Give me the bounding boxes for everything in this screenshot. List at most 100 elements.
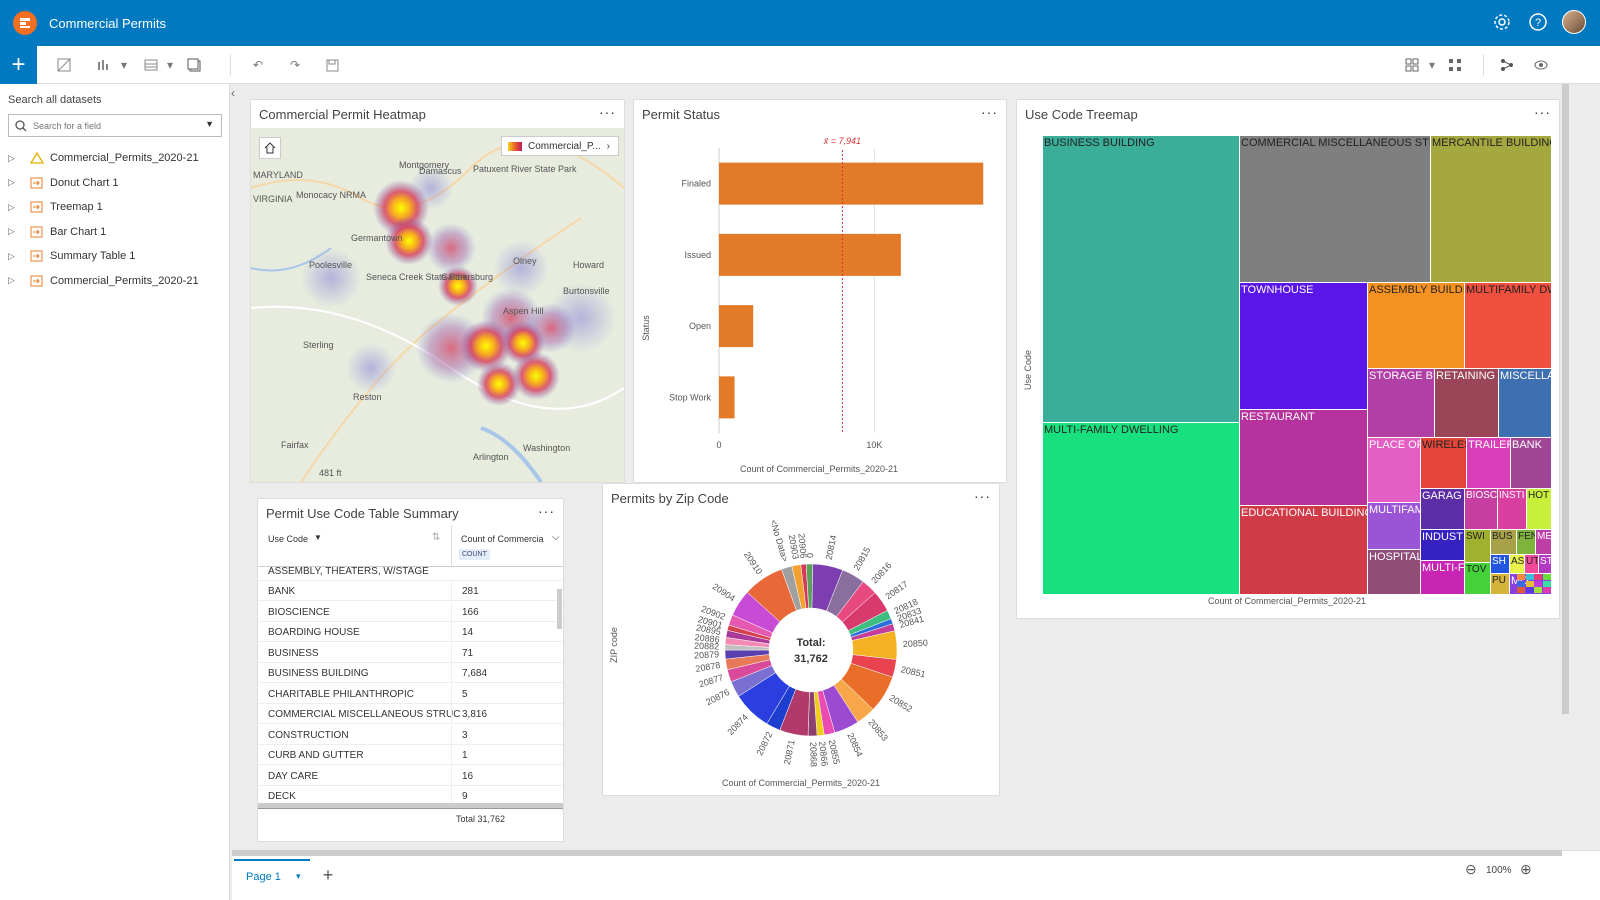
table-row[interactable]: ASSEMBLY, THEATERS, W/STAGE [258,567,563,581]
map-legend[interactable]: Commercial_P... › [501,136,619,156]
table-row[interactable]: BUSINESS 71 [258,642,563,663]
add-page-button[interactable]: + [322,865,334,885]
settings-gear-icon[interactable] [1490,10,1514,34]
chevron-down-icon[interactable]: ⌵ [552,532,560,543]
table-row[interactable]: COMMERCIAL MISCELLANEOUS STRUC 3,816 [258,704,563,724]
heatmap-map[interactable]: Montgomery Damascus Patuxent River State… [251,128,624,482]
treemap-cell[interactable]: COMMERCIAL MISCELLANEOUS STRU [1240,136,1430,282]
page-tab[interactable]: Page 1 ▾ [234,859,310,891]
treemap-small-cell[interactable] [1542,574,1551,580]
zoom-out-icon[interactable]: ⊖ [1465,861,1477,877]
treemap-cell[interactable]: SH [1491,555,1509,573]
treemap-small-cell[interactable] [1534,587,1542,594]
layout-dropdown-icon[interactable]: ▾ [1428,58,1436,72]
table-icon[interactable] [142,56,160,74]
treemap-cell[interactable]: MULTI-F [1421,561,1464,594]
dataset-item[interactable]: ▷ Bar Chart 1 [8,223,106,241]
table-row[interactable]: BANK 281 [258,581,563,601]
expand-icon[interactable]: ▷ [8,226,15,236]
table-row[interactable]: DAY CARE 16 [258,765,563,786]
preview-icon[interactable] [1532,56,1550,74]
dataset-item[interactable]: ▷ Donut Chart 1 [8,174,118,192]
table-row[interactable]: BUSINESS BUILDING 7,684 [258,663,563,683]
field-search-input[interactable] [33,120,193,131]
treemap-cell[interactable]: SWI [1465,530,1490,562]
treemap-small-cell[interactable] [1517,574,1525,580]
sort-down-icon[interactable]: ▼ [314,533,322,542]
treemap-small-cell[interactable] [1517,587,1525,594]
treemap-cell[interactable]: MULTIFAM [1368,503,1420,549]
zip-code-card[interactable]: Permits by Zip Code ··· ZIP code Count o… [602,483,1000,796]
table-hscrollbar[interactable] [258,803,563,808]
map-home-button[interactable] [259,137,281,159]
table-row[interactable]: CHARITABLE PHILANTHROPIC 5 [258,683,563,704]
col-count[interactable]: Count of Commercia [461,534,544,544]
treemap-more-icon[interactable]: ··· [1534,104,1551,120]
treemap-cell[interactable]: HOT [1527,489,1551,529]
grid-icon[interactable] [1446,56,1464,74]
table-row[interactable]: CONSTRUCTION 3 [258,724,563,745]
dataset-item[interactable]: ▷ Commercial_Permits_2020-21 [8,272,199,290]
treemap-cell[interactable]: UT [1525,555,1538,573]
add-button[interactable]: + [0,46,37,84]
treemap-cell[interactable]: BUSINESS BUILDING [1043,136,1239,422]
dataset-item[interactable]: ▷ Treemap 1 [8,198,103,216]
card-stack-icon[interactable] [185,56,203,74]
treemap-cell[interactable]: TOV [1465,563,1490,594]
treemap-cell[interactable]: MISCELLA [1499,369,1551,437]
model-icon[interactable] [1498,56,1516,74]
layout-icon[interactable] [1403,56,1421,74]
chart-icon[interactable] [95,56,113,74]
treemap-small-cell[interactable] [1542,587,1551,594]
treemap-cell[interactable]: AS [1510,555,1524,573]
treemap-cell[interactable]: HOSPITAL [1368,550,1420,594]
treemap-cell[interactable]: MERCANTILE BUILDING [1431,136,1551,282]
bar[interactable] [719,162,984,205]
field-search-box[interactable]: ▼ [8,114,222,137]
bar[interactable] [719,305,754,348]
table-row[interactable]: CURB AND GUTTER 1 [258,745,563,765]
treemap-cell[interactable]: PU [1491,574,1509,594]
undo-icon[interactable]: ↶ [252,58,264,72]
zip-donut-chart[interactable]: ZIP code Count of Commercial_Permits_202… [603,510,999,795]
expand-icon[interactable]: ▷ [8,201,15,212]
treemap-cell[interactable]: INSTI [1498,489,1526,529]
expand-icon[interactable]: ▷ [8,250,15,261]
treemap-small-cell[interactable] [1517,580,1525,587]
save-icon[interactable] [323,56,341,74]
treemap-small-cell[interactable] [1525,574,1534,580]
treemap-cell[interactable]: ST [1539,555,1551,573]
chart-dropdown-icon[interactable]: ▾ [120,58,128,72]
treemap-cell[interactable]: RESTAURANT [1240,410,1367,505]
status-bar-chart[interactable]: Status Count of Commercial_Permits_2020-… [634,128,1006,482]
canvas-hscrollbar[interactable] [232,850,1562,856]
expand-icon[interactable]: ▷ [8,177,15,187]
treemap-cell[interactable]: FEN [1517,530,1535,554]
treemap-cell[interactable]: TOWNHOUSE [1240,283,1367,409]
donut-slice[interactable] [805,563,813,609]
permit-status-card[interactable]: Permit Status ··· Status Count of Commer… [633,99,1007,483]
treemap-small-cell[interactable] [1542,580,1551,587]
table-card[interactable]: Permit Use Code Table Summary ··· Use Co… [257,498,564,842]
treemap-cell[interactable]: ME [1536,530,1551,554]
canvas-vscrollbar[interactable] [1562,84,1569,714]
treemap-cell[interactable]: ASSEMBLY BUILDIN [1368,283,1464,368]
permit-status-more-icon[interactable]: ··· [981,104,998,120]
redo-icon[interactable]: ↷ [289,58,301,72]
collapse-pane-icon[interactable]: ‹ [231,86,235,100]
treemap-cell[interactable]: BANK [1511,438,1551,488]
table-row[interactable]: BOARDING HOUSE 14 [258,622,563,642]
dataset-item[interactable]: ▷ Summary Table 1 [8,247,135,265]
expand-icon[interactable]: ▷ [8,152,15,163]
treemap-cell[interactable]: BUS [1491,530,1516,554]
treemap-cell[interactable]: INDUST [1421,530,1464,560]
zoom-in-icon[interactable]: ⊕ [1520,861,1532,877]
bar[interactable] [719,233,901,276]
treemap-cell[interactable]: WIRELES [1421,438,1466,488]
treemap-cell[interactable]: EDUCATIONAL BUILDING [1240,506,1367,594]
table-more-icon[interactable]: ··· [538,503,555,519]
treemap-cell[interactable]: PLACE OF [1368,438,1420,502]
col-use-code[interactable]: Use Code [268,534,309,544]
treemap-cell[interactable]: BIOSC [1465,489,1497,529]
table-scrollbar[interactable] [557,589,562,629]
